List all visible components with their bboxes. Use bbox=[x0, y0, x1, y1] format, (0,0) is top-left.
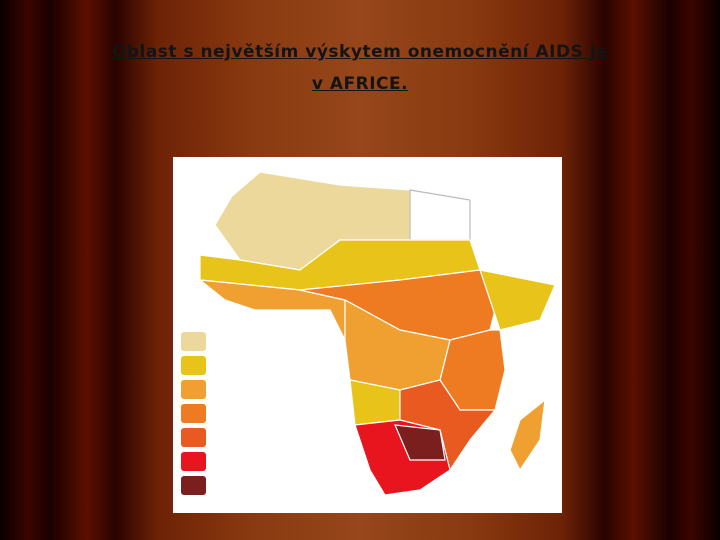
legend-label: 20% - 30% bbox=[211, 454, 294, 470]
legend-swatch bbox=[181, 452, 206, 471]
title-line: Oblast s největším výskytem onemocnění A… bbox=[111, 42, 609, 62]
legend-label: 2% - 5% bbox=[211, 358, 274, 374]
legend-label: 30% + bbox=[211, 478, 261, 494]
legend-swatch bbox=[181, 356, 206, 375]
title-line: v AFRICE. bbox=[311, 74, 409, 94]
legend-label: 10% - 15% bbox=[211, 406, 294, 422]
legend: 0% - 2% 2% - 5% 5% - 10% 10% - 15% 15% - 20%… bbox=[181, 332, 294, 495]
legend-label: 15% - 20% bbox=[211, 430, 294, 446]
africa bbox=[198, 171, 556, 496]
legend-swatch bbox=[181, 404, 206, 423]
legend-swatch bbox=[181, 380, 206, 399]
legend-swatch bbox=[181, 332, 206, 351]
legend-swatch bbox=[181, 428, 206, 447]
legend-label: 0% - 2% bbox=[211, 334, 274, 350]
legend-swatch bbox=[181, 476, 206, 495]
legend-label: 5% - 10% bbox=[211, 382, 284, 398]
